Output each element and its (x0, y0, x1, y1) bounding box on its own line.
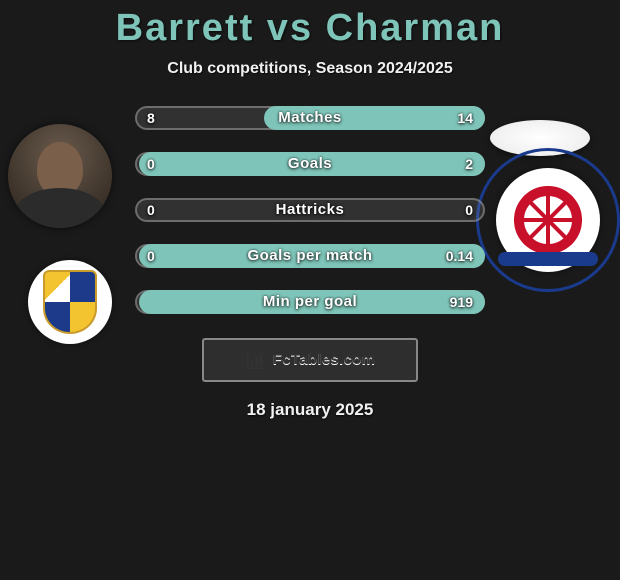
stat-label: Goals per match (137, 247, 483, 264)
stat-row: Min per goal919 (135, 290, 485, 314)
player-avatar-left (8, 124, 112, 228)
watermark: FcTables.com (202, 338, 418, 382)
club-badge-right (496, 168, 600, 272)
stat-row: Hattricks0 0 (135, 198, 485, 222)
badge-banner (498, 252, 598, 266)
page-subtitle: Club competitions, Season 2024/2025 (0, 60, 620, 78)
stat-value-left: 0 (147, 156, 155, 172)
stat-value-left: 8 (147, 110, 155, 126)
stat-label: Goals (137, 155, 483, 172)
stat-label: Hattricks (137, 201, 483, 218)
wheel-icon (514, 186, 582, 254)
stat-value-left: 0 (147, 248, 155, 264)
stat-row: Matches8 14 (135, 106, 485, 130)
page-title: Barrett vs Charman (0, 8, 620, 50)
watermark-text: FcTables.com (273, 351, 376, 368)
stat-value-right: 14 (457, 110, 473, 126)
stat-label: Matches (137, 109, 483, 126)
stat-value-right: 0.14 (446, 248, 473, 264)
infographic-root: Barrett vs Charman Club competitions, Se… (0, 0, 620, 580)
stat-row: Goals per match0 0.14 (135, 244, 485, 268)
stat-value-right: 0 (465, 202, 473, 218)
stat-row: Goals0 2 (135, 152, 485, 176)
chart-icon (245, 349, 267, 371)
stat-label: Min per goal (137, 293, 483, 310)
shield-icon (43, 270, 97, 334)
stat-value-left: 0 (147, 202, 155, 218)
club-badge-left (28, 260, 112, 344)
stat-value-right: 2 (465, 156, 473, 172)
stat-value-right: 919 (450, 294, 473, 310)
comparison-chart: Matches814Goals02Hattricks00Goals per ma… (135, 106, 485, 314)
player-avatar-right (490, 120, 590, 156)
footer-date: 18 january 2025 (0, 400, 620, 420)
